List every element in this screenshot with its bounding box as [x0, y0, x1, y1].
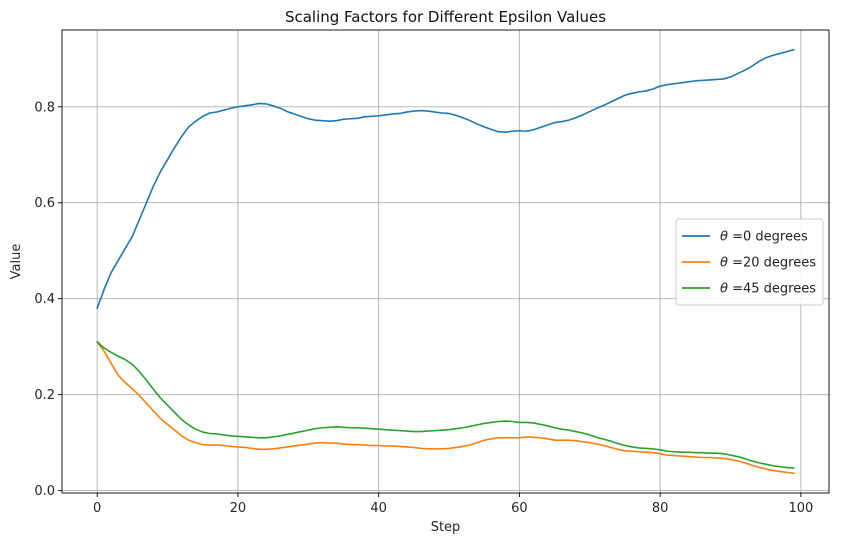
legend-label-text: =20 degrees — [728, 256, 816, 271]
legend-label-symbol: θ — [720, 282, 728, 297]
legend-label-1: θ =0 degrees — [720, 230, 808, 245]
series-line-3 — [96, 341, 795, 469]
x-axis-title: Step — [431, 520, 461, 535]
x-tick-label: 100 — [788, 501, 813, 516]
legend-label-text: =0 degrees — [728, 230, 808, 245]
legend-label-2: θ =20 degrees — [720, 256, 816, 271]
series-layer — [96, 48, 795, 475]
y-axis: 0.0 0.2 0.4 0.6 0.8 — [34, 100, 62, 499]
chart-title: Scaling Factors for Different Epsilon Va… — [285, 8, 606, 26]
series-line-1 — [96, 48, 795, 310]
y-tick-label: 0.4 — [34, 292, 55, 307]
series-line-2 — [96, 341, 795, 475]
legend-label-symbol: θ — [720, 256, 728, 271]
grid — [62, 30, 829, 493]
x-axis: 0 20 40 60 80 100 — [93, 493, 813, 516]
x-tick-label: 40 — [370, 501, 387, 516]
legend-box — [675, 218, 824, 306]
y-tick-label: 0.2 — [34, 388, 55, 403]
x-tick-label: 60 — [511, 501, 528, 516]
y-tick-label: 0.6 — [34, 196, 55, 211]
legend-label-text: =45 degrees — [728, 282, 816, 297]
x-tick-label: 80 — [652, 501, 669, 516]
y-tick-label: 0.0 — [34, 484, 55, 499]
plot-frame — [61, 29, 830, 494]
y-axis-title: Value — [9, 244, 24, 280]
y-tick-label: 0.8 — [34, 100, 55, 115]
x-tick-label: 0 — [93, 501, 101, 516]
x-tick-label: 20 — [230, 501, 247, 516]
legend-label-3: θ =45 degrees — [720, 282, 816, 297]
legend-label-symbol: θ — [720, 230, 728, 245]
